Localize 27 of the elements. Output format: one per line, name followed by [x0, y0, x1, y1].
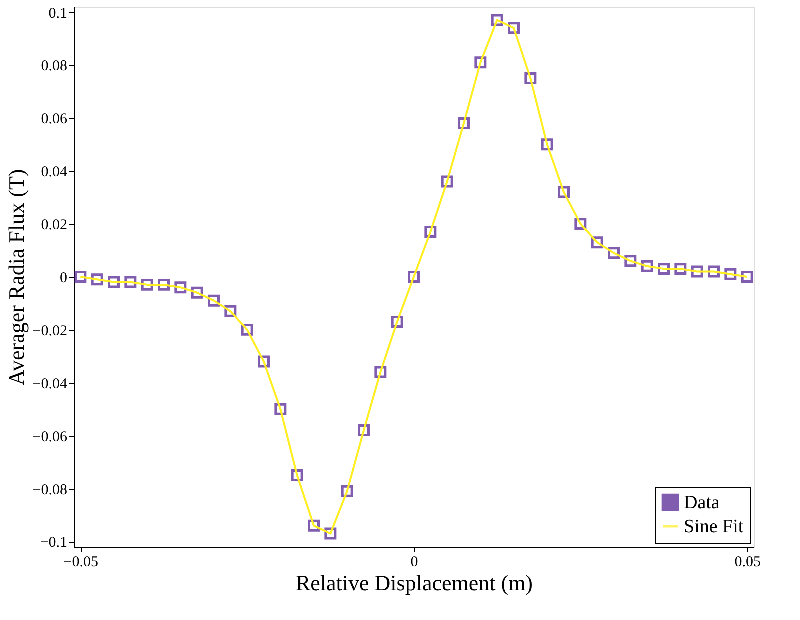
y-tick-label: −0.04: [32, 376, 68, 392]
y-tick-label: −0.1: [40, 535, 68, 552]
point: [174, 282, 187, 294]
y-tick-label: 0.08: [41, 58, 68, 75]
y-tick-label: 0.04: [41, 164, 68, 181]
point: [691, 266, 704, 278]
y-tick-label: −0.06: [32, 429, 68, 446]
point: [74, 271, 87, 283]
x-tick-label: −0.05: [64, 554, 99, 570]
point: [741, 271, 754, 283]
point: [308, 520, 320, 532]
y-axis-title: Averager Radia Flux (T): [4, 169, 29, 386]
y-tick-label: 0.02: [41, 218, 68, 234]
y-tick-label: −0.02: [32, 323, 68, 340]
point: [508, 22, 520, 34]
y-tick-label: −0.08: [32, 482, 68, 498]
x-tick-label: 0.05: [734, 554, 761, 570]
point: [124, 276, 137, 288]
x-tick-label: 0: [410, 554, 418, 570]
y-tick-label: 0: [60, 270, 68, 286]
point: [641, 260, 654, 272]
x-axis-title: Relative Displacement (m): [296, 570, 534, 596]
legend-label: Data: [684, 492, 720, 514]
y-tick-label: 0.06: [41, 112, 68, 128]
y-tick-label: 0.1: [48, 6, 68, 22]
point: [358, 424, 370, 437]
legend-label: Sine Fit: [684, 516, 744, 538]
